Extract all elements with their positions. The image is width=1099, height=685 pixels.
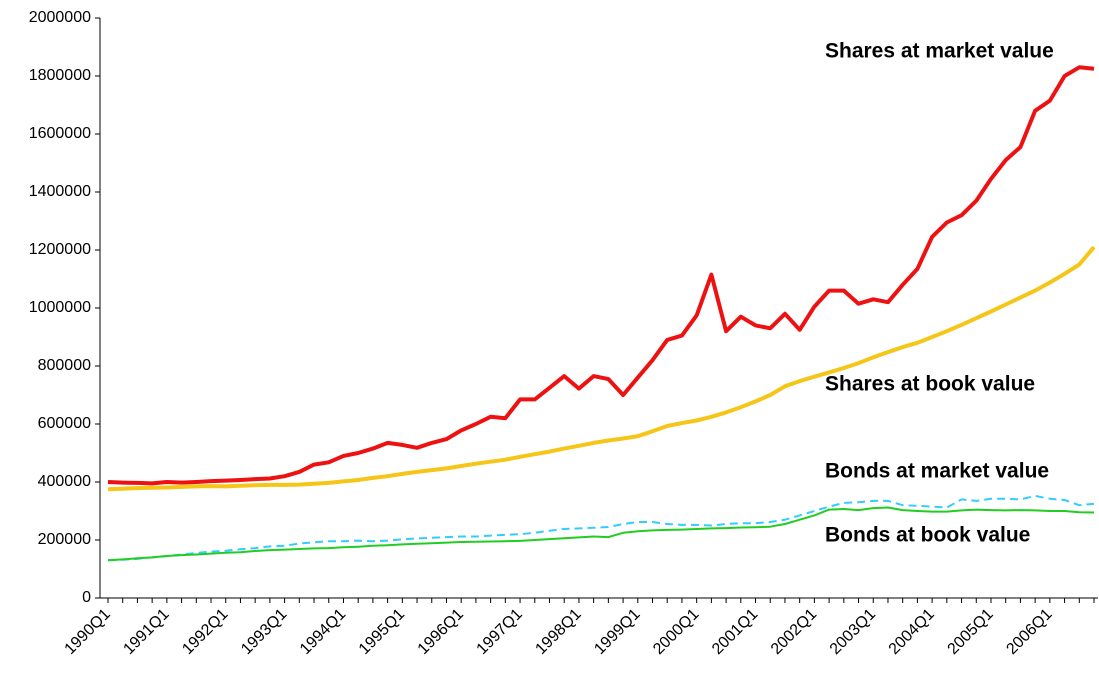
x-tick-label: 1993Q1 xyxy=(238,606,290,658)
x-tick-label: 1991Q1 xyxy=(120,606,172,658)
x-tick-label: 2001Q1 xyxy=(709,606,761,658)
series-label: Bonds at book value xyxy=(825,524,1030,547)
series-line xyxy=(107,245,1096,492)
x-tick-label: 2003Q1 xyxy=(827,606,879,658)
series-label: Shares at market value xyxy=(825,40,1054,63)
series-line xyxy=(107,494,1095,562)
series-line xyxy=(107,65,1095,486)
x-tick-label: 2000Q1 xyxy=(650,606,702,658)
series-line xyxy=(107,506,1095,562)
y-tick-label: 1200000 xyxy=(29,241,91,258)
x-tick-label: 1994Q1 xyxy=(297,606,349,658)
x-tick-label: 1997Q1 xyxy=(474,606,526,658)
x-tick-label: 1990Q1 xyxy=(62,606,114,658)
series-label: Shares at book value xyxy=(825,373,1035,396)
x-tick-label: 2006Q1 xyxy=(1003,606,1055,658)
y-tick-label: 400000 xyxy=(38,473,91,490)
y-tick-label: 800000 xyxy=(38,357,91,374)
y-tick-label: 1600000 xyxy=(29,125,91,142)
y-tick-label: 1000000 xyxy=(29,299,91,316)
x-tick-label: 2002Q1 xyxy=(768,606,820,658)
x-tick-label: 1998Q1 xyxy=(532,606,584,658)
x-tick-label: 1995Q1 xyxy=(356,606,408,658)
x-tick-label: 2004Q1 xyxy=(886,606,938,658)
y-tick-label: 2000000 xyxy=(29,9,91,26)
y-tick-label: 600000 xyxy=(38,415,91,432)
x-tick-label: 2005Q1 xyxy=(945,606,997,658)
x-tick-label: 1999Q1 xyxy=(591,606,643,658)
y-tick-label: 200000 xyxy=(38,531,91,548)
x-tick-label: 1992Q1 xyxy=(179,606,231,658)
y-tick-label: 1400000 xyxy=(29,183,91,200)
x-tick-label: 1996Q1 xyxy=(415,606,467,658)
y-tick-label: 1800000 xyxy=(29,67,91,84)
series-label: Bonds at market value xyxy=(825,460,1049,483)
y-tick-label: 0 xyxy=(82,589,91,606)
